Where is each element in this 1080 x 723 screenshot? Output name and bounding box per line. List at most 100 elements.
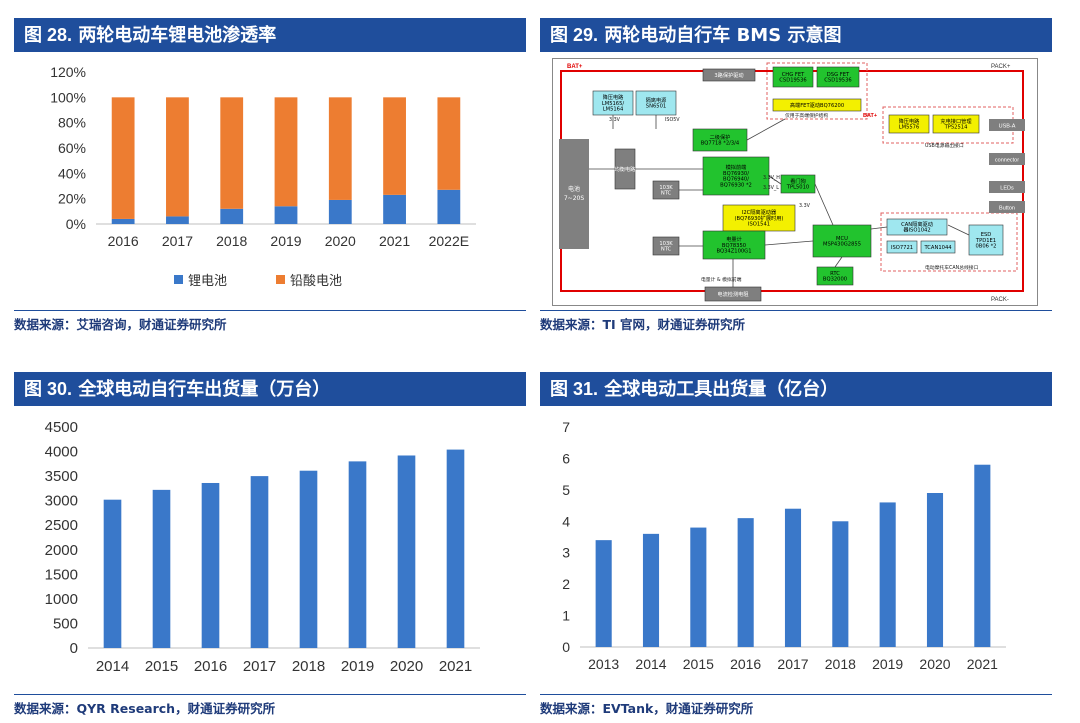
figure-31-title: 全球电动工具出货量（亿台） [604,379,839,400]
bar [642,533,660,647]
x-tick-label: 2018 [825,656,856,672]
figure-28-source: 数据来源：艾瑞咨询，财通证券研究所 [14,317,227,332]
bar [348,461,367,648]
bar-lead-acid [220,97,244,209]
bar-lead-acid [437,97,461,190]
x-tick-label: 2016 [108,233,139,249]
bar-lithium [383,194,406,224]
figure-30-panel: 图 30. 全球电动自行车出货量（万台） 0 500 1000 1500 2000 250… [14,372,526,720]
block-hsfet [772,98,862,112]
block-label: RTC [830,271,840,277]
block-mcu [812,224,872,258]
annotation-label: 3.3V_H [763,175,780,181]
bar-lead-acid [111,97,135,219]
block-afe [702,156,770,196]
connector-line [834,256,843,268]
x-tick-label: 2017 [162,233,193,249]
bar-lithium [328,199,352,224]
block-label: LM5165/ [602,101,625,107]
block-label: MCU [836,236,848,242]
bar [879,502,896,647]
annotation-label: 电动摩托车CAN总线接口 [925,264,979,271]
block-can [886,218,948,236]
bar-lithium [220,208,244,224]
block-label: BQ76940/ [723,177,749,183]
block-label: LM5164 [603,107,624,113]
annotation-label: 仅用于高端保护结构 [785,112,828,119]
y-tick-label: 3 [562,545,570,561]
block-label: BQ78350 [722,243,746,249]
block-balance [614,148,636,190]
y-tick-label: 1 [562,608,570,624]
bar [595,540,612,647]
x-tick-label: 2017 [243,658,276,675]
block-ntc2 [652,236,680,256]
block-label: CAN隔离驱动 [901,220,933,228]
block-label: 103K [659,241,673,247]
ebike-shipments-chart: 0 500 1000 1500 2000 2500 3000 3500 4000 4500 2014… [45,419,480,675]
figure-29-panel: 图 29. 两轮电动自行车 BMS 示意图 电池 7~20S 降压电路 LM5165/… [540,18,1052,334]
bar [446,449,465,648]
y-tick-label: 2000 [45,542,78,559]
bar [397,455,416,648]
bat-plus-label: BAT+ [567,64,583,70]
y-tick-label: 2 [562,576,570,592]
figure-31-header: 图 31. 全球电动工具出货量（亿台） [540,372,1052,406]
x-tick-label: 2020 [919,656,950,672]
annotation-label: 3.3V [609,117,621,123]
block-label: 高端FET驱动BQ76200 [790,101,844,109]
block-label: 电流检测电阻 [717,290,748,298]
legend-label: 锂电池 [188,274,227,289]
y-tick-label: 3000 [45,493,78,510]
block-label: 降压电路 [603,93,625,101]
block-label: TPL5010 [786,185,809,191]
figure-29-title: 两轮电动自行车 BMS 示意图 [604,25,842,46]
block-label: 103K [659,185,673,191]
port-button [989,201,1025,213]
pack-minus-label: PACK- [991,297,1009,303]
bat-plus-usb-label: BAT+ [863,113,877,119]
x-tick-label: 2020 [325,233,356,249]
y-tick-label: 5 [562,482,570,498]
figure-28-rule [14,310,526,311]
figure-30-source: 数据来源：QYR Research，财通证券研究所 [14,701,276,716]
figure-29-source: 数据来源：TI 官网，财通证券研究所 [540,317,746,332]
port-label: LEDs [1000,186,1014,192]
y-tick-label: 4500 [45,419,78,436]
figure-28-header: 图 28. 两轮电动车锂电池渗透率 [14,18,526,52]
block-label: TCAN1044 [923,245,952,251]
bar [737,518,754,647]
block-chg [772,66,814,88]
connector-line [947,224,970,236]
block-tcan [920,240,956,254]
y-tick-label: 100% [50,89,86,105]
annotation-label: 3.3V_L [763,185,779,191]
bar-lithium [437,189,461,224]
block-label: 0B06 *2 [975,244,996,250]
figure-30-header: 图 30. 全球电动自行车出货量（万台） [14,372,526,406]
x-tick-label: 2020 [390,658,423,675]
port-label: USB-A [999,124,1016,130]
block-label: NTC [661,247,672,253]
bar [201,482,220,648]
figure-29-header: 图 29. 两轮电动自行车 BMS 示意图 [540,18,1052,52]
legend-swatch [276,275,285,284]
block-label: BQ34Z100G1 [716,249,751,255]
connector-line [768,175,782,185]
port-usb-a [989,119,1025,131]
x-tick-label: 2021 [439,658,472,675]
bar [250,476,269,648]
port-label: connector [995,158,1019,164]
block-label: ISO1541 [748,222,770,228]
x-tick-label: 2015 [683,656,714,672]
port-connector [989,153,1025,165]
block-label: 3路保护驱动 [714,71,743,79]
y-tick-label: 1000 [45,591,78,608]
connector-line [870,226,888,230]
block-label: 器ISO1042 [903,227,930,234]
figure-28-title: 两轮电动车锂电池渗透率 [78,25,277,46]
bar [690,527,707,647]
legend-label: 铅酸电池 [290,274,342,289]
x-tick-label: 2016 [194,658,227,675]
block-iso7721 [886,240,918,254]
